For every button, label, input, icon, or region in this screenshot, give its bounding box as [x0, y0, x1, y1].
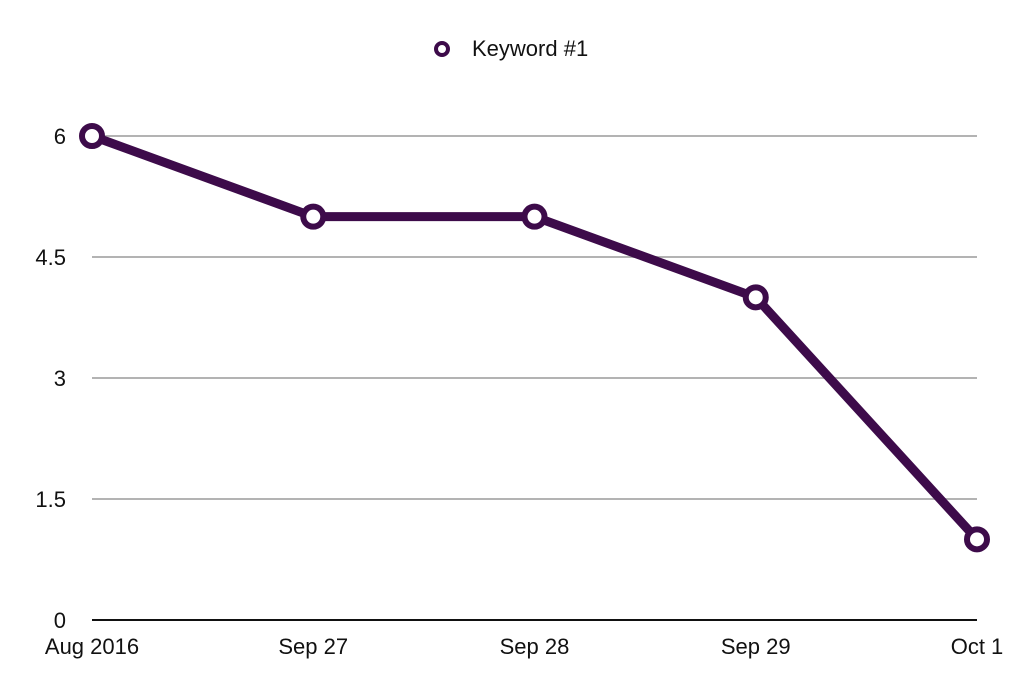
x-tick-label: Sep 27	[278, 634, 348, 659]
y-tick-label: 1.5	[35, 487, 66, 512]
data-point	[742, 284, 769, 311]
x-axis-tick-labels: Aug 2016 Sep 27 Sep 28 Sep 29 Oct 1	[45, 634, 1003, 659]
data-point	[521, 203, 548, 230]
x-tick-label: Sep 28	[500, 634, 570, 659]
y-tick-label: 0	[54, 608, 66, 633]
legend-marker-icon	[434, 41, 450, 57]
y-tick-label: 4.5	[35, 245, 66, 270]
series-lines	[87, 131, 982, 544]
y-tick-label: 6	[54, 124, 66, 149]
data-point	[964, 526, 990, 553]
x-tick-label: Aug 2016	[45, 634, 139, 659]
gridlines	[92, 135, 977, 500]
y-axis-tick-labels: 0 1.5 3 4.5 6	[35, 124, 66, 633]
series-line	[87, 131, 982, 544]
data-point	[79, 123, 105, 149]
legend-label: Keyword #1	[472, 36, 588, 61]
x-tick-label: Oct 1	[951, 634, 1004, 659]
data-point	[300, 203, 327, 230]
y-tick-label: 3	[54, 366, 66, 391]
legend: Keyword #1	[434, 36, 588, 61]
x-tick-label: Sep 29	[721, 634, 791, 659]
series-points	[79, 123, 990, 553]
